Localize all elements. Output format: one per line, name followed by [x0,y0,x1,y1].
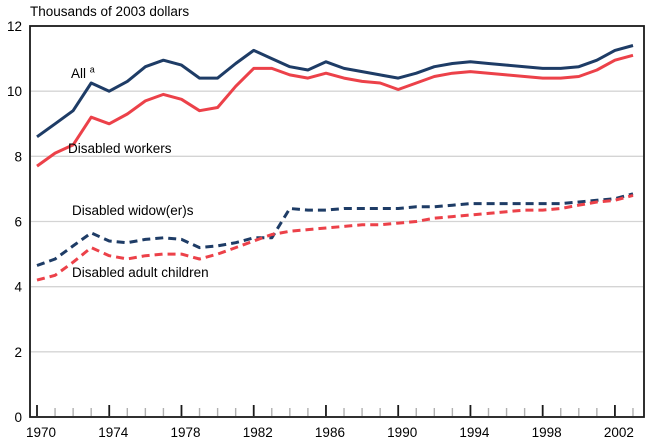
x-tick-label: 1978 [170,425,200,440]
y-tick-label: 4 [14,280,22,295]
x-axis-ticks [36,405,634,416]
series-line-1 [36,53,634,168]
series-line-0 [36,44,634,139]
x-tick-label: 1974 [98,425,129,440]
chart-title: Thousands of 2003 dollars [30,4,190,19]
y-tick-label: 0 [14,410,22,425]
y-tick-label: 6 [14,215,22,230]
x-tick-label: 1982 [243,425,273,440]
y-tick-label: 2 [14,345,22,360]
x-tick-label: 1994 [459,425,490,440]
x-tick-label: 2002 [604,425,634,440]
plot-border [29,25,645,418]
series-label-disabled-widowers: Disabled widow(er)s [72,203,194,218]
x-tick-label: 1998 [532,425,562,440]
gridlines [31,90,643,353]
y-tick-label: 12 [7,19,22,34]
series-line-3 [36,193,634,282]
y-tick-label: 8 [14,149,22,164]
series-label-disabled-workers: Disabled workers [68,141,172,156]
x-axis-labels: 1970 1974 1978 1982 1986 1990 1994 1998 2002 [26,425,634,440]
series-label-disabled-adult-children: Disabled adult children [72,265,209,280]
series-label-all: All a [71,64,95,81]
y-tick-label: 10 [7,84,22,99]
y-axis-labels: 12 10 8 6 4 2 0 [7,19,23,425]
x-tick-label: 1970 [26,425,56,440]
x-tick-label: 1990 [387,425,417,440]
series-line-2 [36,192,634,267]
x-tick-label: 1986 [315,425,345,440]
footnote-marker: a [89,64,95,75]
series-label-all-text: All [71,66,87,81]
